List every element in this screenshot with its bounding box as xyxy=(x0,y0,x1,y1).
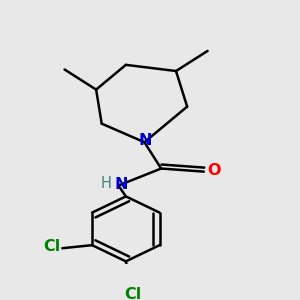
Text: O: O xyxy=(208,163,221,178)
Text: Cl: Cl xyxy=(43,239,61,254)
Text: N: N xyxy=(139,133,152,148)
Text: Cl: Cl xyxy=(125,287,142,300)
Text: N: N xyxy=(114,177,128,192)
Text: H: H xyxy=(101,176,112,190)
